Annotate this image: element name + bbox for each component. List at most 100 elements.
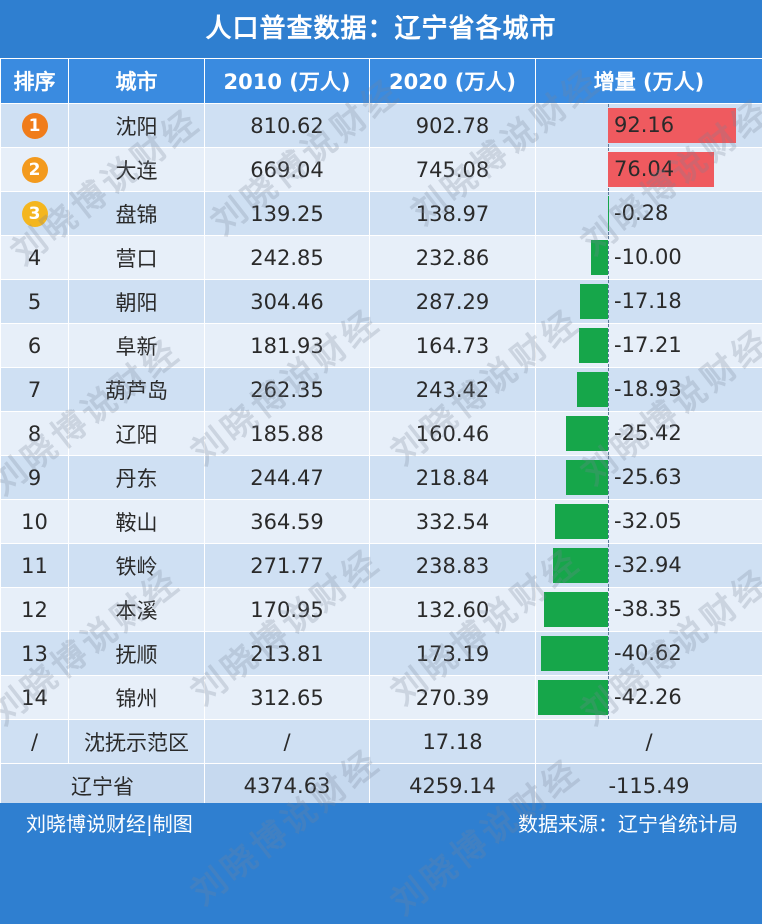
increase-bar xyxy=(566,460,608,495)
rank-cell: 12 xyxy=(1,588,69,632)
rank-cell: 6 xyxy=(1,324,69,368)
increase-label: -38.35 xyxy=(614,588,682,631)
special-2010: / xyxy=(205,720,370,764)
increase-bar xyxy=(555,504,608,539)
value-y2010-cell: 312.65 xyxy=(205,676,370,720)
zero-axis-line xyxy=(608,544,609,587)
rank-cell: 11 xyxy=(1,544,69,588)
increase-bar xyxy=(577,372,608,407)
value-y2020-cell: 173.19 xyxy=(370,632,536,676)
value-y2010-cell: 810.62 xyxy=(205,104,370,148)
value-y2010-cell: 213.81 xyxy=(205,632,370,676)
special-rank: / xyxy=(1,720,69,764)
total-2010: 4374.63 xyxy=(205,764,370,808)
increase-cell: -42.26 xyxy=(536,676,762,720)
increase-cell: -17.21 xyxy=(536,324,762,368)
increase-bar xyxy=(538,680,608,715)
rank-cell: 10 xyxy=(1,500,69,544)
rank-cell: 2 xyxy=(1,148,69,192)
value-y2020-cell: 238.83 xyxy=(370,544,536,588)
rank-cell: 5 xyxy=(1,280,69,324)
rank-badge-icon: 1 xyxy=(22,113,48,139)
zero-axis-line xyxy=(608,676,609,719)
rank-cell: 3 xyxy=(1,192,69,236)
value-y2010-cell: 364.59 xyxy=(205,500,370,544)
header-city: 城市 xyxy=(69,59,205,104)
total-city: 辽宁省 xyxy=(1,764,205,808)
value-y2020-cell: 902.78 xyxy=(370,104,536,148)
rank-cell: 9 xyxy=(1,456,69,500)
increase-label: -40.62 xyxy=(614,632,682,675)
zero-axis-line xyxy=(608,192,609,235)
increase-label: -25.63 xyxy=(614,456,682,499)
rank-cell: 4 xyxy=(1,236,69,280)
value-y2020-cell: 160.46 xyxy=(370,412,536,456)
increase-bar xyxy=(591,240,608,275)
city-cell: 大连 xyxy=(69,148,205,192)
rank-cell: 13 xyxy=(1,632,69,676)
city-cell: 辽阳 xyxy=(69,412,205,456)
special-2020: 17.18 xyxy=(370,720,536,764)
rank-badge-icon: 3 xyxy=(22,201,48,227)
increase-label: -17.21 xyxy=(614,324,682,367)
header-increase: 增量 (万人) xyxy=(536,59,762,104)
city-cell: 盘锦 xyxy=(69,192,205,236)
increase-label: -0.28 xyxy=(614,192,668,235)
value-y2020-cell: 287.29 xyxy=(370,280,536,324)
increase-label: 76.04 xyxy=(614,148,674,191)
value-y2010-cell: 185.88 xyxy=(205,412,370,456)
increase-cell: -32.94 xyxy=(536,544,762,588)
zero-axis-line xyxy=(608,632,609,675)
city-cell: 阜新 xyxy=(69,324,205,368)
zero-axis-line xyxy=(608,412,609,455)
special-row: / 沈抚示范区 / 17.18 / xyxy=(1,720,762,764)
city-cell: 鞍山 xyxy=(69,500,205,544)
increase-cell: 76.04 xyxy=(536,148,762,192)
footer-credit: 刘晓博说财经|制图 xyxy=(26,803,193,845)
header-2020: 2020 (万人) xyxy=(370,59,536,104)
increase-cell: -17.18 xyxy=(536,280,762,324)
zero-axis-line xyxy=(608,324,609,367)
increase-label: -17.18 xyxy=(614,280,682,323)
city-cell: 葫芦岛 xyxy=(69,368,205,412)
value-y2010-cell: 244.47 xyxy=(205,456,370,500)
zero-axis-line xyxy=(608,368,609,411)
city-cell: 丹东 xyxy=(69,456,205,500)
special-city: 沈抚示范区 xyxy=(69,720,205,764)
header-2010: 2010 (万人) xyxy=(205,59,370,104)
city-cell: 锦州 xyxy=(69,676,205,720)
increase-label: -25.42 xyxy=(614,412,682,455)
zero-axis-line xyxy=(608,588,609,631)
increase-cell: -32.05 xyxy=(536,500,762,544)
increase-cell: 92.16 xyxy=(536,104,762,148)
city-cell: 营口 xyxy=(69,236,205,280)
value-y2020-cell: 745.08 xyxy=(370,148,536,192)
increase-cell: -25.42 xyxy=(536,412,762,456)
increase-label: -10.00 xyxy=(614,236,682,279)
value-y2020-cell: 132.60 xyxy=(370,588,536,632)
zero-axis-line xyxy=(608,456,609,499)
special-increase: / xyxy=(536,720,762,764)
increase-label: 92.16 xyxy=(614,104,674,147)
value-y2010-cell: 271.77 xyxy=(205,544,370,588)
value-y2020-cell: 243.42 xyxy=(370,368,536,412)
rank-cell: 1 xyxy=(1,104,69,148)
increase-cell: -25.63 xyxy=(536,456,762,500)
rank-cell: 8 xyxy=(1,412,69,456)
increase-label: -32.05 xyxy=(614,500,682,543)
rank-cell: 14 xyxy=(1,676,69,720)
value-y2010-cell: 139.25 xyxy=(205,192,370,236)
total-row: 辽宁省 4374.63 4259.14 -115.49 xyxy=(1,764,762,808)
increase-bar xyxy=(541,636,608,671)
total-2020: 4259.14 xyxy=(370,764,536,808)
city-cell: 沈阳 xyxy=(69,104,205,148)
